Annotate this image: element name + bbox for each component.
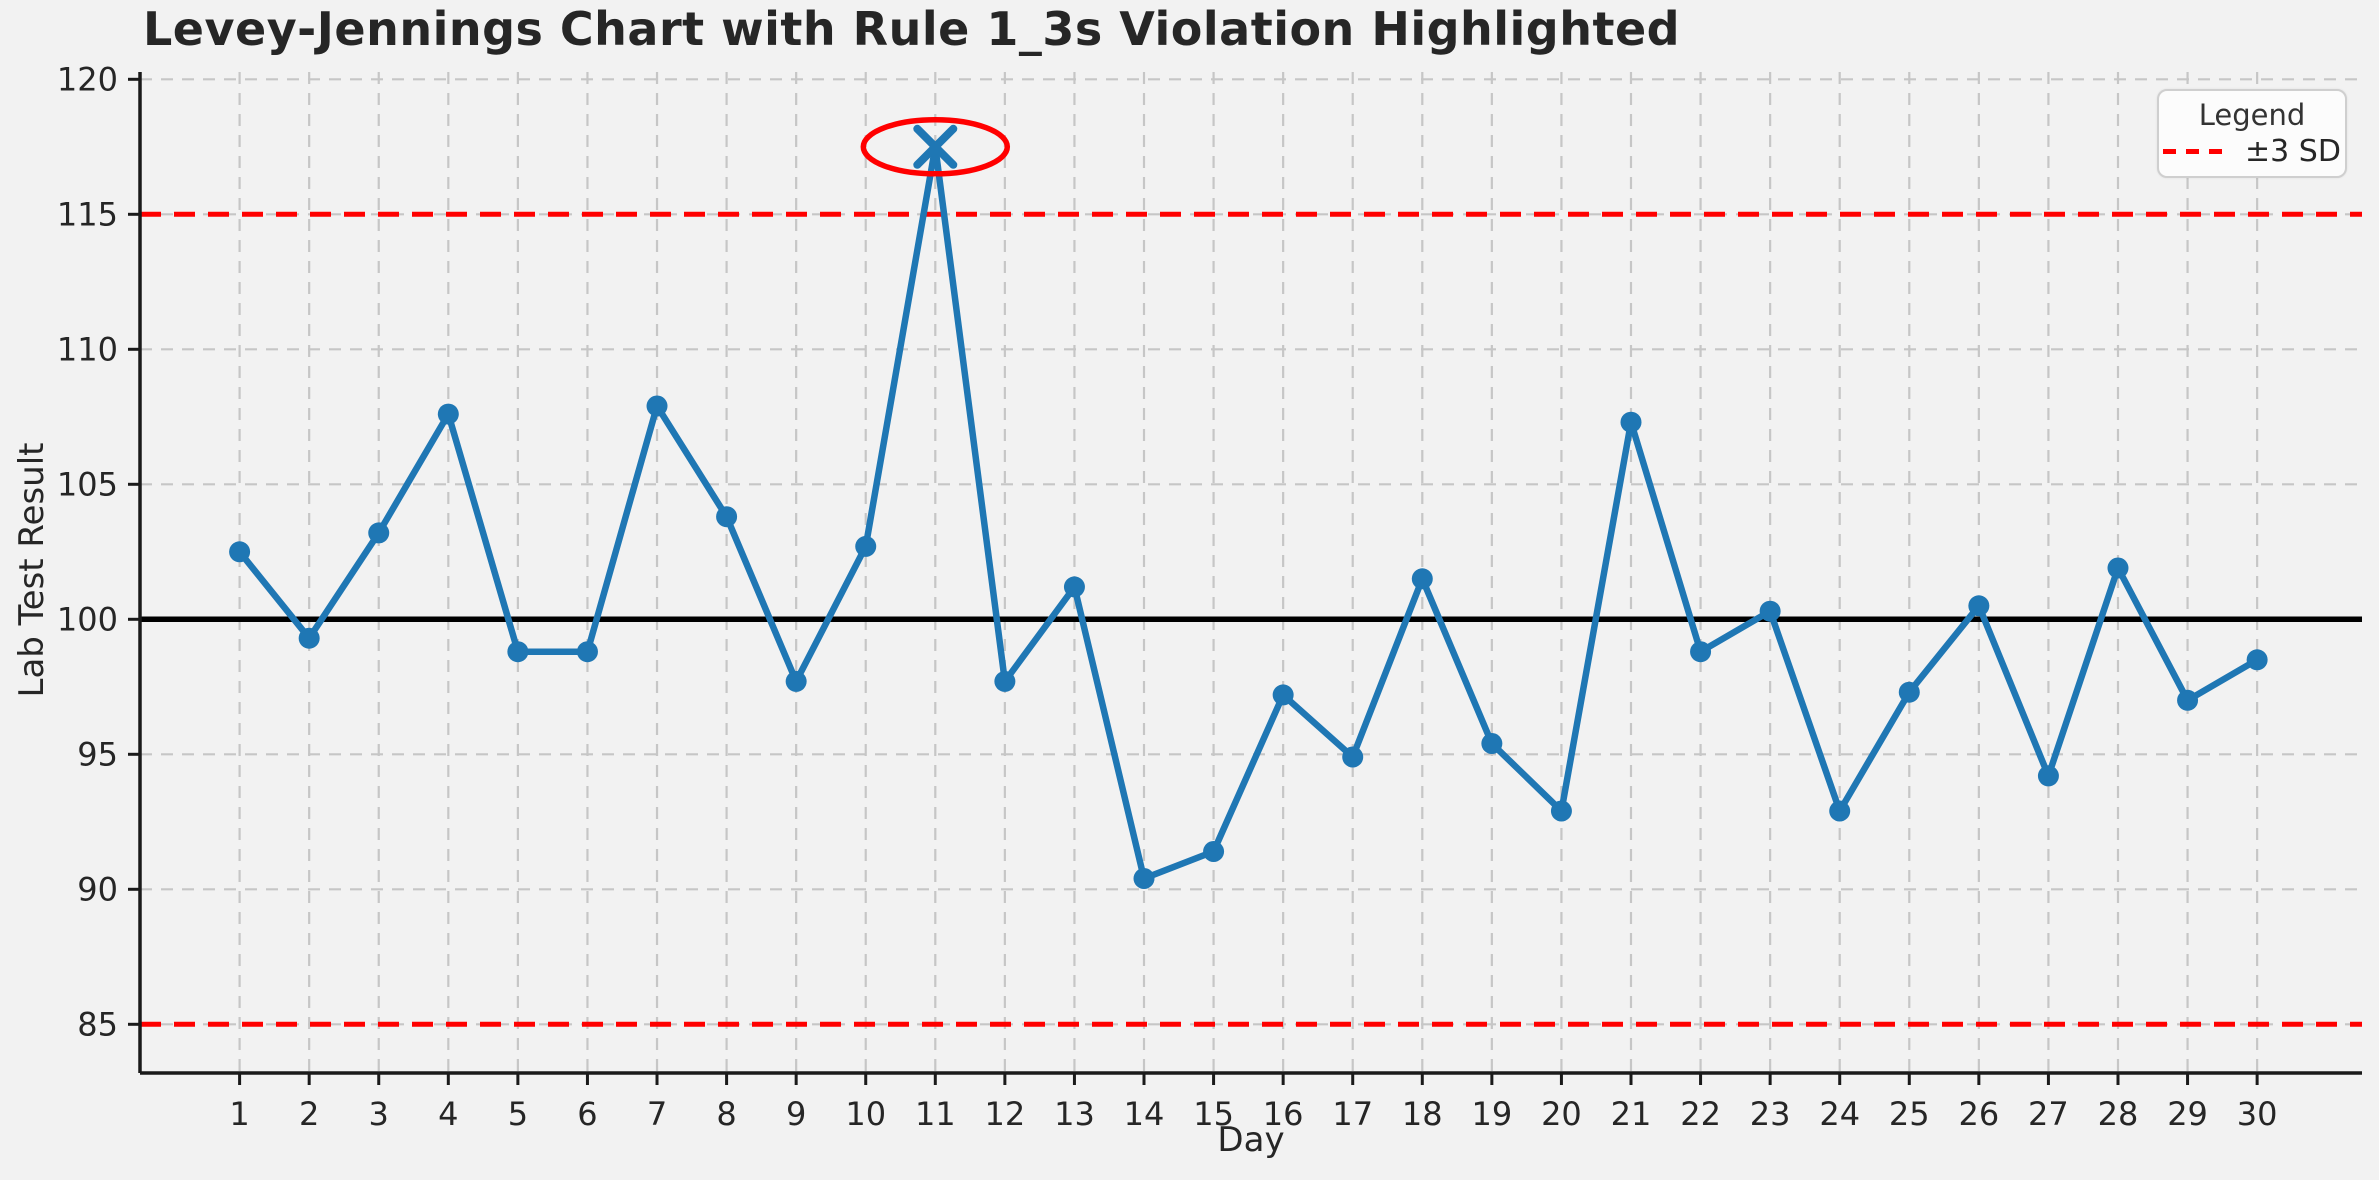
x-tick-label: 11 [915, 1095, 956, 1133]
data-point-marker [1203, 841, 1225, 862]
data-point-marker [1829, 800, 1851, 822]
y-tick-label: 110 [57, 330, 118, 368]
data-point-marker [576, 641, 598, 663]
x-tick-label: 25 [1889, 1095, 1930, 1133]
y-tick-label: 85 [77, 1005, 118, 1043]
y-tick-label: 95 [77, 735, 118, 773]
x-tick-label: 1 [229, 1095, 249, 1133]
violation-highlight [860, 117, 1011, 177]
x-tick-label: 29 [2167, 1095, 2208, 1133]
data-point-marker [1342, 746, 1364, 768]
data-point-marker [368, 522, 390, 544]
violation-x-marker [913, 124, 958, 169]
x-tick-label: 28 [2098, 1095, 2139, 1133]
data-point-marker [1898, 681, 1920, 703]
data-point-marker [1272, 684, 1294, 706]
x-tick-label: 10 [845, 1095, 886, 1133]
data-point-marker [2246, 649, 2268, 671]
data-point-marker [855, 535, 877, 557]
x-tick-label: 12 [985, 1095, 1026, 1133]
violation-ellipse [860, 117, 1011, 177]
x-tick-label: 2 [299, 1095, 319, 1133]
x-tick-label: 8 [716, 1095, 736, 1133]
x-tick-label: 3 [369, 1095, 389, 1133]
y-axis-label: Lab Test Result [12, 442, 52, 698]
sd-limit-lines [140, 211, 2362, 1027]
data-point-marker [298, 627, 320, 649]
x-tick-label: 13 [1054, 1095, 1095, 1133]
x-tick-label: 9 [786, 1095, 806, 1133]
data-point-marker [1690, 641, 1712, 663]
gridlines [140, 72, 2362, 1073]
y-tick-label: 115 [57, 195, 118, 233]
x-tick-label: 22 [1680, 1095, 1721, 1133]
data-point-marker [2037, 765, 2059, 787]
data-point-marker [507, 641, 529, 663]
data-point-marker [1481, 733, 1503, 754]
legend: Legend ±3 SD [2157, 89, 2347, 178]
data-point-marker [1620, 411, 1642, 433]
tick-marks [128, 77, 2259, 1085]
x-tick-label: 16 [1263, 1095, 1304, 1133]
data-point-marker [716, 506, 738, 528]
chart-title: Levey-Jennings Chart with Rule 1_3s Viol… [143, 2, 1681, 56]
x-tick-label: 27 [2028, 1095, 2069, 1133]
x-tick-label: 30 [2237, 1095, 2278, 1133]
data-point-marker [1550, 800, 1572, 822]
data-point-marker [785, 670, 807, 692]
legend-item-3sd: ±3 SD [2163, 133, 2341, 169]
x-tick-label: 15 [1193, 1095, 1234, 1133]
data-point-marker [2107, 557, 2129, 579]
y-tick-label: 90 [77, 870, 118, 908]
data-point-marker [437, 403, 459, 425]
x-tick-label: 19 [1472, 1095, 1513, 1133]
x-tick-label: 21 [1611, 1095, 1652, 1133]
data-point-marker [1968, 595, 1990, 617]
red-dashed-line-sample [2163, 149, 2230, 154]
y-tick-label: 100 [57, 600, 118, 638]
data-point-marker [1133, 868, 1155, 889]
data-markers [229, 124, 2268, 889]
x-tick-label: 7 [647, 1095, 667, 1133]
data-point-marker [1759, 600, 1781, 622]
x-tick-label: 14 [1124, 1095, 1165, 1133]
y-tick-label: 120 [57, 60, 118, 98]
x-tick-label: 24 [1819, 1095, 1860, 1133]
data-point-marker [1411, 568, 1433, 590]
axes-spines [138, 72, 2362, 1075]
data-point-marker [2177, 689, 2199, 711]
x-axis-label: Day [1217, 1120, 1285, 1160]
data-point-marker [994, 670, 1016, 692]
x-tick-label: 5 [508, 1095, 528, 1133]
legend-item-label: ±3 SD [2245, 133, 2341, 169]
x-tick-label: 6 [577, 1095, 597, 1133]
legend-title: Legend [2198, 97, 2306, 132]
x-tick-label: 4 [438, 1095, 458, 1133]
data-point-marker [1063, 576, 1085, 598]
data-point-marker [229, 541, 251, 563]
data-point-marker [646, 395, 668, 417]
x-tick-label: 18 [1402, 1095, 1443, 1133]
x-tick-label: 26 [1958, 1095, 1999, 1133]
y-tick-label: 105 [57, 465, 118, 503]
x-tick-label: 20 [1541, 1095, 1582, 1133]
x-tick-label: 23 [1750, 1095, 1791, 1133]
x-tick-label: 17 [1332, 1095, 1373, 1133]
data-line [236, 143, 2261, 882]
